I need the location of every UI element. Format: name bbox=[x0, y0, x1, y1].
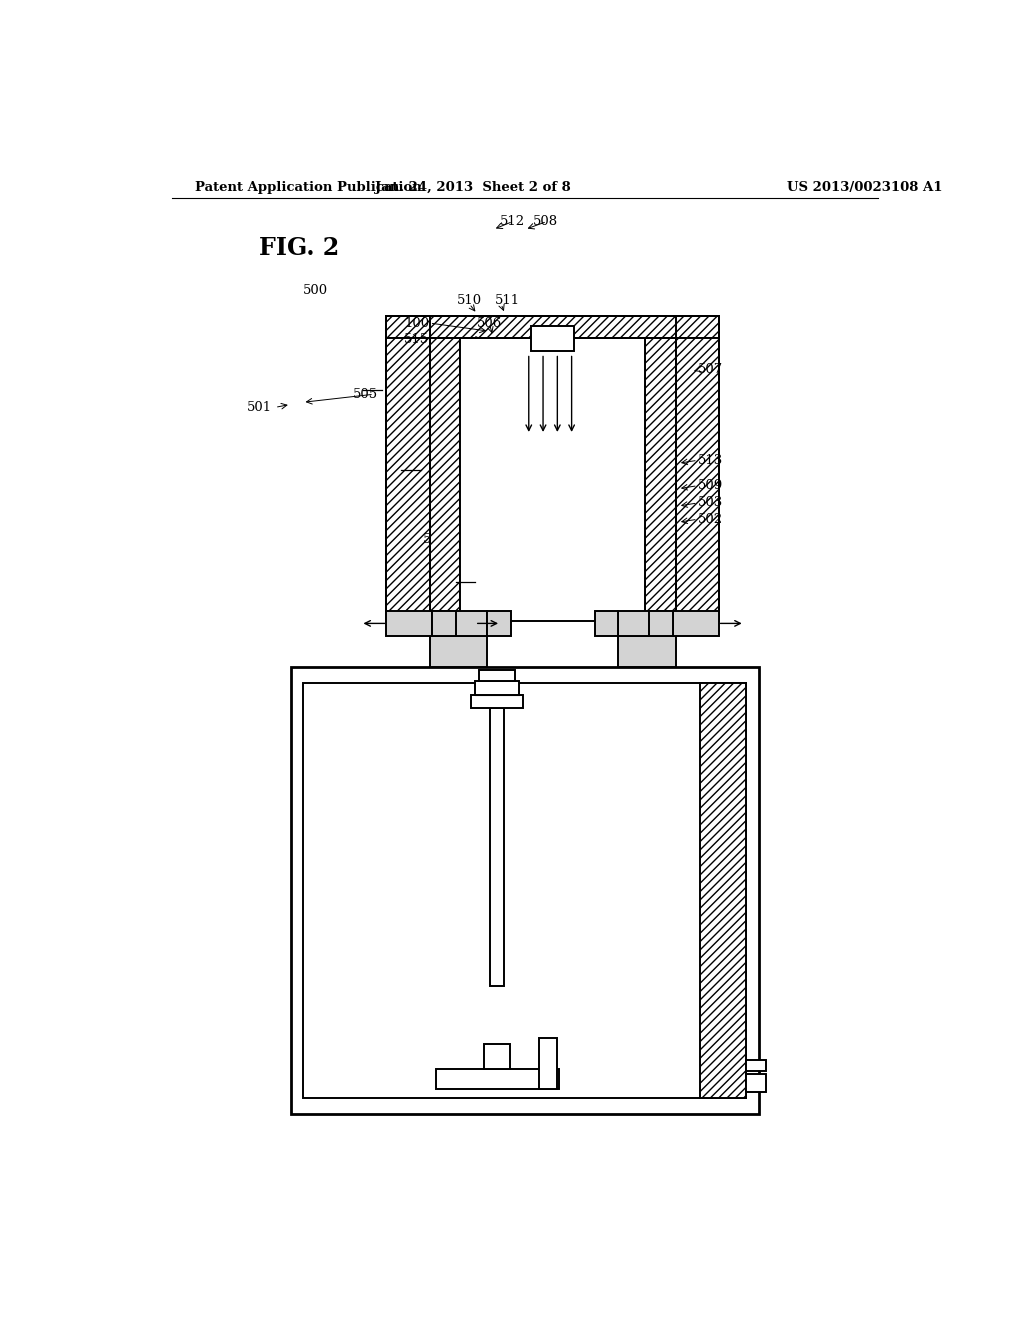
Bar bbox=[475, 681, 519, 694]
Bar bbox=[484, 1044, 510, 1069]
Text: 510: 510 bbox=[458, 294, 482, 308]
Text: 500: 500 bbox=[303, 284, 328, 297]
Bar bbox=[291, 667, 759, 1114]
Text: 504: 504 bbox=[423, 533, 449, 546]
Text: 513: 513 bbox=[697, 454, 723, 467]
Text: 508: 508 bbox=[532, 215, 558, 228]
Text: 507: 507 bbox=[697, 363, 723, 376]
Bar bbox=[386, 338, 430, 620]
Text: 503: 503 bbox=[697, 496, 723, 510]
Bar bbox=[432, 611, 456, 636]
Text: Jan. 24, 2013  Sheet 2 of 8: Jan. 24, 2013 Sheet 2 of 8 bbox=[376, 181, 571, 194]
Text: 506: 506 bbox=[477, 317, 503, 330]
Text: 502: 502 bbox=[697, 512, 723, 525]
Text: FIG. 2: FIG. 2 bbox=[259, 236, 339, 260]
Bar bbox=[645, 338, 676, 620]
Bar bbox=[486, 611, 511, 636]
Bar bbox=[673, 611, 719, 636]
Bar bbox=[430, 636, 486, 667]
Text: 512: 512 bbox=[500, 215, 524, 228]
Text: 509: 509 bbox=[697, 479, 723, 492]
Bar bbox=[618, 611, 676, 636]
Bar bbox=[460, 338, 645, 620]
Bar bbox=[540, 1038, 557, 1089]
Bar bbox=[530, 326, 574, 351]
Bar bbox=[303, 682, 746, 1097]
Bar bbox=[430, 611, 460, 620]
Bar bbox=[618, 636, 676, 667]
Bar bbox=[676, 338, 719, 620]
Text: 511: 511 bbox=[495, 294, 520, 308]
Bar bbox=[479, 669, 515, 681]
Bar bbox=[746, 1074, 766, 1093]
Bar bbox=[471, 694, 523, 709]
Bar bbox=[435, 1069, 558, 1089]
Text: 514: 514 bbox=[449, 446, 474, 459]
Text: 501: 501 bbox=[247, 401, 272, 414]
Bar bbox=[649, 611, 673, 636]
Text: 505: 505 bbox=[352, 388, 378, 401]
Bar bbox=[386, 611, 432, 636]
Text: 515: 515 bbox=[404, 333, 429, 346]
Bar bbox=[645, 611, 676, 620]
Bar bbox=[386, 315, 719, 338]
Text: Patent Application Publication: Patent Application Publication bbox=[196, 181, 422, 194]
Bar bbox=[595, 611, 618, 636]
Bar bbox=[430, 338, 460, 620]
Text: 100: 100 bbox=[404, 317, 429, 330]
Bar bbox=[700, 682, 746, 1097]
Bar bbox=[430, 611, 486, 636]
Text: US 2013/0023108 A1: US 2013/0023108 A1 bbox=[786, 181, 942, 194]
Bar bbox=[489, 709, 504, 986]
Bar bbox=[746, 1060, 766, 1071]
